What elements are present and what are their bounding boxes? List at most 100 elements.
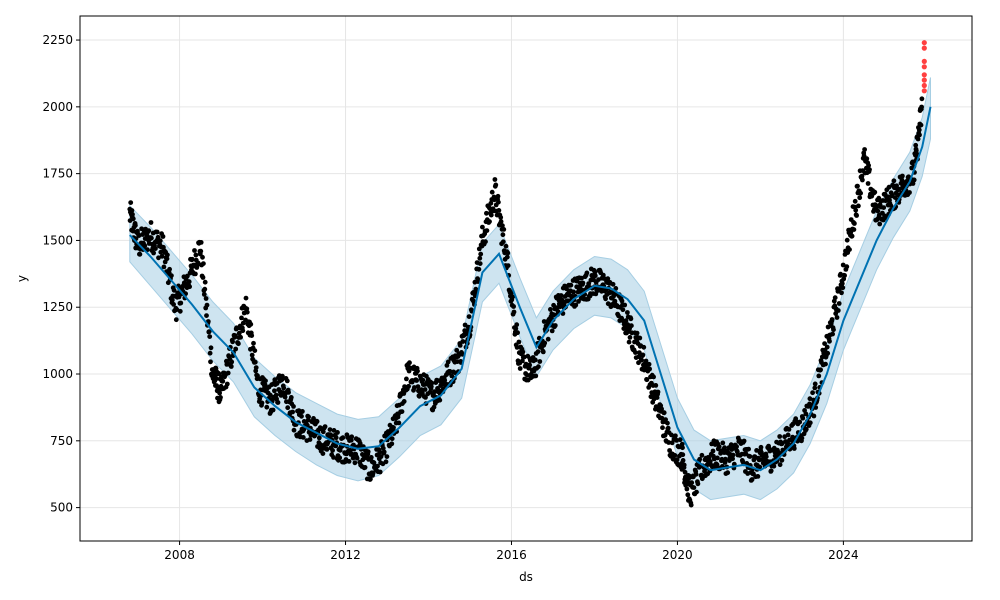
observed-point: [204, 302, 210, 308]
x-tick-label: 2020: [662, 548, 693, 562]
observed-point: [665, 420, 670, 426]
observed-point: [633, 350, 638, 355]
observed-point: [442, 377, 448, 383]
observed-point: [918, 122, 924, 128]
observed-point: [558, 293, 564, 298]
observed-point: [466, 314, 472, 319]
observed-point: [763, 454, 769, 460]
observed-point: [852, 221, 857, 226]
observed-point: [627, 335, 633, 340]
observed-point: [380, 445, 386, 451]
observed-point: [352, 460, 358, 466]
x-axis-ticks: 2008 2012 2016 2020 2024: [164, 541, 859, 562]
observed-point: [217, 390, 223, 396]
outlier-points: [921, 40, 927, 94]
observed-point: [824, 344, 830, 350]
observed-point: [666, 440, 672, 445]
observed-point: [249, 333, 255, 338]
observed-point: [137, 251, 143, 257]
observed-point: [640, 352, 646, 358]
observed-point: [875, 208, 881, 214]
observed-point: [202, 286, 208, 292]
observed-point: [171, 287, 177, 293]
observed-point: [348, 448, 353, 453]
observed-point: [532, 357, 538, 363]
observed-point: [270, 407, 276, 413]
observed-point: [892, 195, 898, 201]
observed-point: [275, 400, 281, 405]
observed-point: [154, 229, 160, 235]
observed-point: [423, 395, 428, 400]
x-tick-label: 2008: [164, 548, 195, 562]
observed-point: [831, 327, 836, 333]
observed-point: [747, 454, 753, 459]
observed-point: [128, 200, 134, 206]
observed-point: [646, 361, 652, 367]
observed-point: [169, 273, 174, 278]
observed-point: [484, 228, 490, 234]
observed-point: [840, 285, 846, 291]
observed-point: [165, 252, 170, 258]
observed-point: [825, 350, 831, 356]
observed-point: [156, 255, 161, 261]
y-axis-label: y: [15, 275, 29, 282]
observed-point: [524, 372, 530, 378]
observed-point: [557, 304, 563, 310]
observed-point: [230, 339, 236, 345]
observed-point: [915, 136, 921, 142]
observed-point: [919, 96, 925, 102]
observed-point: [511, 309, 517, 315]
observed-point: [754, 448, 759, 453]
observed-point: [888, 203, 894, 209]
forecast-line: [129, 106, 932, 472]
observed-point: [203, 296, 209, 301]
observed-point: [252, 359, 258, 365]
observed-point: [862, 147, 867, 152]
observed-point: [187, 284, 193, 290]
observed-point: [626, 339, 632, 345]
observed-point: [719, 456, 725, 462]
observed-point: [513, 326, 519, 331]
observed-point: [659, 406, 664, 412]
observed-point: [856, 203, 861, 209]
observed-point: [643, 358, 649, 364]
observed-point: [159, 253, 165, 259]
y-tick-label: 1250: [42, 300, 73, 314]
observed-point: [377, 469, 383, 475]
y-tick-label: 2000: [42, 100, 73, 114]
observed-point: [847, 247, 852, 253]
observed-point: [284, 378, 290, 384]
observed-point: [757, 464, 763, 470]
observed-point: [365, 449, 371, 455]
observed-point: [661, 410, 667, 416]
observed-point: [779, 457, 785, 463]
observed-point: [800, 415, 806, 421]
observed-point: [432, 389, 437, 395]
observed-point: [716, 444, 722, 449]
observed-point: [722, 445, 727, 451]
observed-point: [886, 184, 892, 190]
observed-point: [520, 358, 525, 364]
observed-point: [396, 420, 402, 426]
observed-point: [202, 279, 208, 285]
observed-point: [797, 419, 803, 425]
observed-point: [264, 404, 270, 410]
observed-point: [248, 321, 254, 327]
observed-point: [741, 438, 747, 444]
observed-point: [148, 220, 154, 225]
observed-point: [177, 308, 183, 314]
observed-point: [240, 328, 246, 334]
observed-point: [725, 470, 731, 476]
observed-point: [916, 127, 922, 133]
observed-point: [489, 189, 495, 195]
observed-point: [492, 177, 498, 182]
observed-point: [286, 390, 291, 395]
observed-point: [142, 243, 148, 249]
observed-point: [548, 307, 553, 312]
observed-point: [695, 481, 701, 487]
observed-point: [584, 270, 590, 276]
observed-point: [204, 313, 209, 318]
observed-point: [514, 345, 520, 350]
observed-point: [201, 261, 206, 266]
observed-point: [619, 298, 625, 304]
